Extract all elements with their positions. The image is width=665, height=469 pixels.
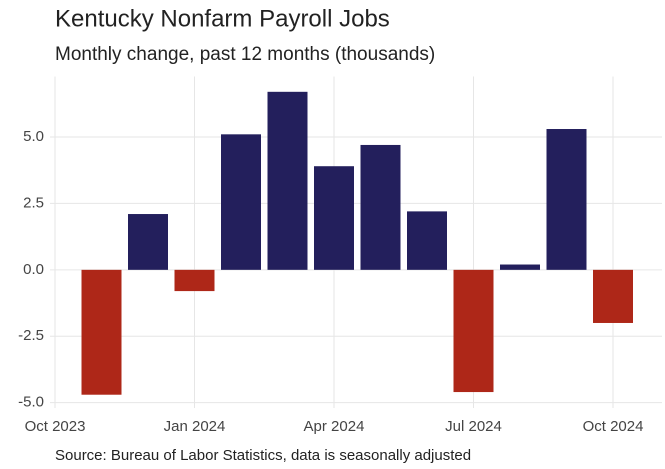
y-tick-label: -2.5 [18,327,44,344]
y-tick-label: -5.0 [18,394,44,411]
y-tick-label: 0.0 [23,261,44,278]
bar [360,144,401,270]
chart-subtitle: Monthly change, past 12 months (thousand… [55,44,435,65]
chart-title: Kentucky Nonfarm Payroll Jobs [55,5,390,32]
bar [314,166,354,270]
x-tick-label: Oct 2023 [25,418,86,435]
bar [174,269,215,292]
y-tick-label: 5.0 [23,128,44,145]
bar [453,269,494,393]
bar [407,211,447,270]
x-tick-label: Apr 2024 [304,418,365,435]
y-tick-label: 2.5 [23,194,44,211]
bar [128,214,168,270]
x-tick-label: Oct 2024 [583,418,644,435]
bar [500,264,540,270]
x-tick-label: Jul 2024 [445,418,502,435]
chart-caption: Source: Bureau of Labor Statistics, data… [55,447,471,464]
bar [81,269,122,395]
bar [546,129,587,270]
x-tick-label: Jan 2024 [164,418,226,435]
bar [593,269,633,323]
bar [221,134,261,270]
bar [267,91,308,270]
